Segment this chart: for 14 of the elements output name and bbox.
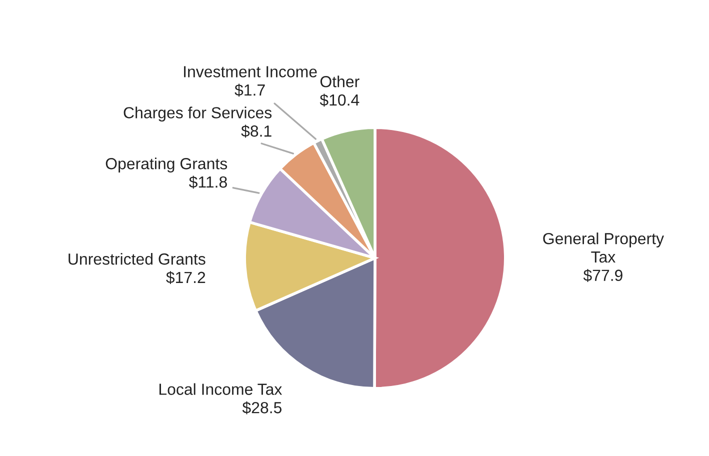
slice-label: Operating Grants <box>106 158 228 172</box>
data-label: $11.8 <box>189 176 227 189</box>
data-label: $17.2 <box>166 271 206 284</box>
slice-label: Investment Income <box>184 66 317 78</box>
slice-label: Local Income Tax <box>159 383 282 395</box>
data-label: $77.9 <box>583 269 622 282</box>
slice-label: Charges for Services <box>124 106 272 122</box>
slice-label: Unrestricted Grants <box>68 253 206 265</box>
slice-label: Other <box>320 76 360 88</box>
data-label: $10.4 <box>320 94 360 107</box>
data-label: $28.5 <box>242 401 282 414</box>
slice-label: General Property Tax <box>543 232 664 263</box>
data-label: $8.1 <box>241 124 272 138</box>
data-label: $1.7 <box>234 84 265 97</box>
